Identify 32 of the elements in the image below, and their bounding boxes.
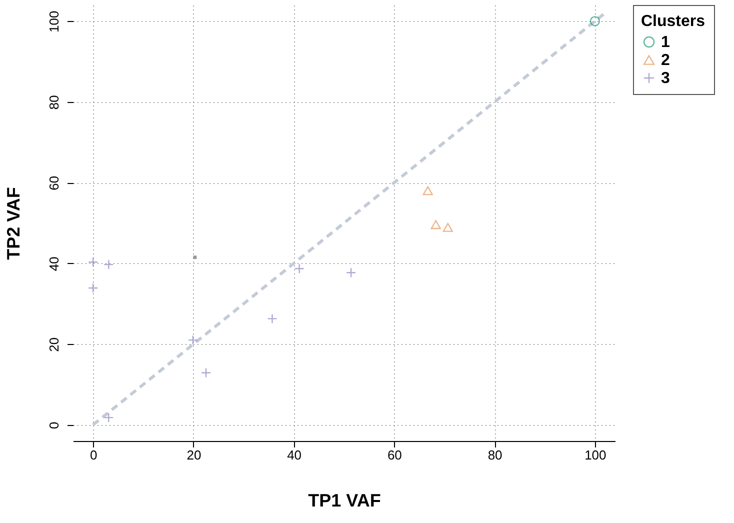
- y-tick-label: 60: [46, 176, 62, 190]
- point: [104, 260, 114, 270]
- y-axis-title: TP2 VAF: [4, 187, 24, 260]
- y-tick-label: 40: [46, 256, 62, 272]
- legend-label: 3: [661, 70, 670, 87]
- y-tick-label: 0: [46, 422, 62, 429]
- point: [193, 256, 197, 260]
- point: [346, 268, 356, 278]
- x-tick-label: 100: [584, 448, 606, 462]
- legend-label: 2: [661, 52, 670, 69]
- point: [442, 222, 453, 232]
- y-tick-label: 100: [46, 10, 62, 32]
- y-tick-label: 20: [46, 337, 62, 352]
- legend-title: Clusters: [641, 13, 706, 30]
- x-tick-label: 0: [90, 448, 98, 462]
- point: [200, 368, 212, 378]
- x-tick-label: 60: [387, 448, 402, 462]
- point: [188, 335, 198, 346]
- point: [430, 220, 441, 230]
- point: [590, 16, 600, 26]
- point: [422, 186, 433, 196]
- x-tick-label: 80: [488, 448, 502, 462]
- point: [267, 314, 278, 324]
- point: [88, 282, 98, 294]
- x-axis-title: TP1 VAF: [308, 490, 381, 510]
- point: [294, 264, 304, 274]
- legend-label: 1: [661, 34, 670, 51]
- x-tick-label: 20: [186, 448, 202, 462]
- x-tick-label: 40: [287, 448, 302, 462]
- point: [88, 257, 98, 268]
- y-tick-label: 80: [46, 95, 62, 110]
- point: [104, 412, 114, 423]
